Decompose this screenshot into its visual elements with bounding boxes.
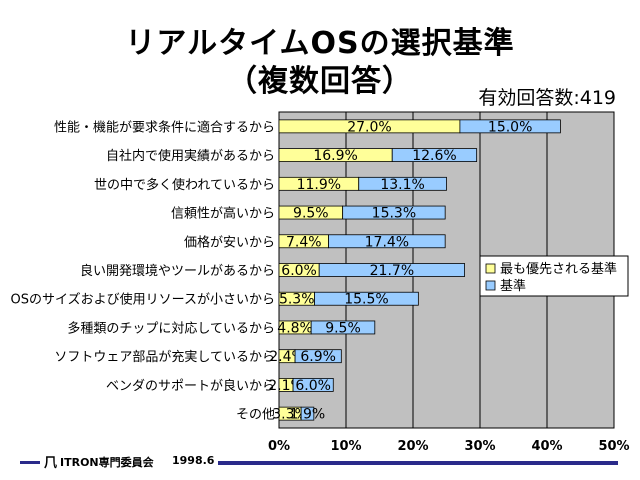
data-label: 15.5% bbox=[344, 292, 388, 308]
legend-label: 最も優先される基準 bbox=[500, 261, 617, 277]
data-label: 9.5% bbox=[325, 320, 361, 336]
data-label: 17.4% bbox=[365, 234, 409, 250]
legend-box bbox=[479, 255, 629, 297]
category-label: 多種類のチップに対応しているから bbox=[67, 320, 275, 336]
data-label: 21.7% bbox=[370, 263, 414, 279]
respondent-count: 有効回答数:419 bbox=[478, 87, 616, 109]
bar-segment bbox=[358, 176, 447, 191]
bar-segment bbox=[310, 320, 376, 335]
x-tick-labels: 0% 10% 20% 30% 40% 50% bbox=[268, 439, 630, 450]
x-tick-label: 30% bbox=[464, 439, 495, 450]
footer-date: 1998.6 bbox=[172, 454, 215, 467]
category-label: 自社内で使用実績があるから bbox=[106, 148, 275, 164]
x-tick-label: 20% bbox=[397, 439, 428, 450]
data-label: 6.0% bbox=[295, 378, 331, 394]
data-label: 12.6% bbox=[412, 148, 456, 164]
data-label: 7.4% bbox=[286, 234, 322, 250]
footer-logo-icon: ⺇ bbox=[44, 456, 58, 471]
x-tick-label: 40% bbox=[531, 439, 562, 450]
footer: ⺇ ITRON専門委員会 1998.6 bbox=[0, 452, 640, 472]
category-label: 価格が安いから bbox=[184, 234, 275, 250]
x-tick-label: 0% bbox=[268, 439, 290, 450]
footer-organization: ITRON専門委員会 bbox=[60, 456, 154, 469]
data-label: 16.9% bbox=[313, 148, 357, 164]
category-label: 世の中で多く使われているから bbox=[94, 177, 275, 193]
bar-segment bbox=[318, 263, 465, 277]
chart-subtitle: （複数回答） bbox=[227, 64, 413, 99]
data-label: 11.9% bbox=[297, 177, 341, 193]
footer-rule-right bbox=[218, 461, 618, 465]
bar-segment bbox=[314, 291, 419, 306]
bar-segment bbox=[328, 234, 446, 249]
category-label: OSのサイズおよび使用リソースが小さいから bbox=[11, 292, 275, 308]
bars: 27.0% 15.0% 16.9% 12.6% 11.9% 13.1% 9.5% 15.3% 7… bbox=[268, 119, 561, 423]
bar-chart: 27.0% 15.0% 16.9% 12.6% 11.9% 13.1% 9.5% 15.3% 7… bbox=[11, 111, 630, 450]
data-label: 1.9% bbox=[290, 407, 326, 423]
category-label: その他 bbox=[236, 408, 275, 423]
x-tick-label: 10% bbox=[330, 439, 361, 450]
category-label: ベンダのサポートが良いから bbox=[106, 378, 275, 394]
footer-rule-left bbox=[20, 461, 40, 464]
data-label: 5.3% bbox=[279, 292, 315, 308]
data-label: 6.9% bbox=[300, 349, 336, 365]
data-label: 4.8% bbox=[277, 320, 313, 336]
x-tick-label: 50% bbox=[598, 439, 629, 450]
data-label: 9.5% bbox=[293, 206, 329, 222]
category-labels: 性能・機能が要求条件に適合するから自社内で使用実績があるから世の中で多く使われて… bbox=[11, 119, 275, 422]
category-label: 性能・機能が要求条件に適合するから bbox=[54, 119, 275, 135]
chart-title: リアルタイムOSの選択基準 bbox=[125, 26, 515, 61]
bar-segment bbox=[292, 378, 334, 392]
legend-label: 基準 bbox=[500, 278, 526, 294]
bar-segment bbox=[300, 406, 315, 421]
legend-swatch bbox=[485, 280, 496, 291]
category-label: ソフトウェア部品が充実しているから bbox=[54, 349, 275, 365]
bar-segment bbox=[342, 205, 446, 220]
category-label: 良い開発環境やツールがあるから bbox=[80, 263, 275, 279]
legend-swatch bbox=[485, 263, 496, 274]
bar-segment bbox=[391, 148, 478, 162]
bar-segment bbox=[459, 119, 561, 134]
data-label: 27.0% bbox=[347, 119, 391, 135]
category-label: 信頼性が高いから bbox=[171, 206, 275, 222]
data-label: 3.3% bbox=[272, 407, 308, 423]
data-label: 6.0% bbox=[281, 263, 317, 279]
data-label: 15.3% bbox=[372, 206, 416, 222]
data-label: 15.0% bbox=[488, 119, 532, 135]
bar-segment bbox=[294, 349, 342, 364]
data-label: 13.1% bbox=[380, 177, 424, 193]
